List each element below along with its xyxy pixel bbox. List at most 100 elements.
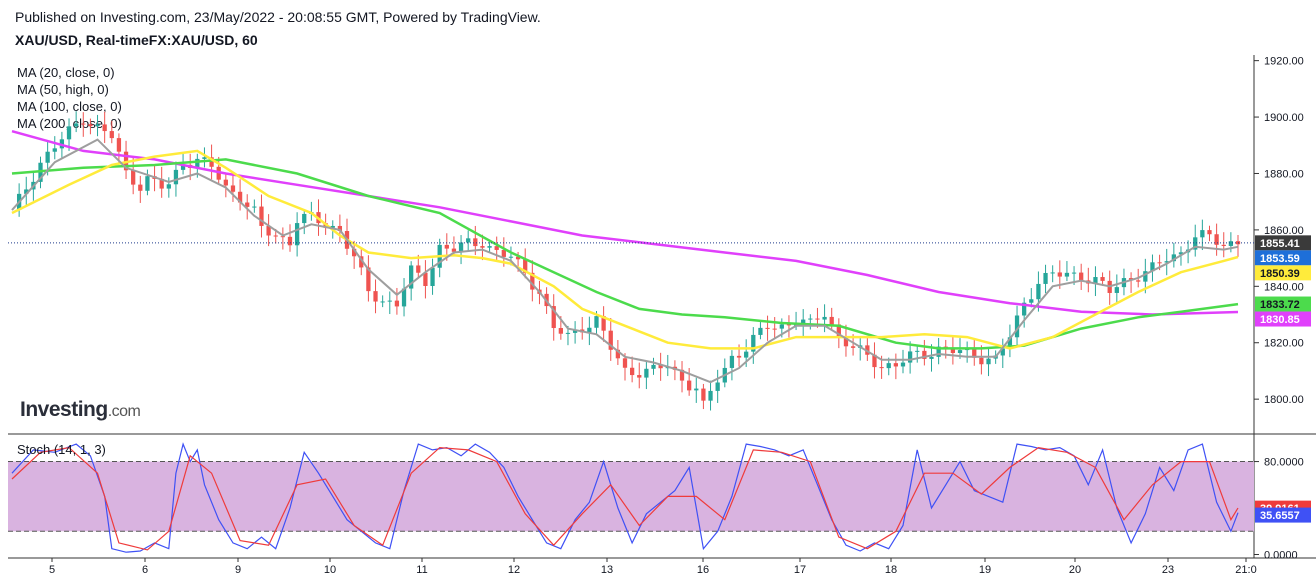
candle-body bbox=[615, 349, 621, 359]
price-tag bbox=[1255, 265, 1311, 281]
candle-body bbox=[430, 267, 435, 286]
ma200-line bbox=[11, 129, 1239, 316]
candle-body bbox=[701, 388, 706, 401]
stoch-band bbox=[8, 461, 1254, 532]
candle-body bbox=[551, 306, 556, 329]
candle-body bbox=[266, 225, 271, 236]
candle-body bbox=[166, 184, 171, 189]
candle-body bbox=[637, 375, 642, 378]
time-tick-label: 19 bbox=[979, 564, 991, 576]
candle-body bbox=[359, 256, 364, 268]
candle-body bbox=[808, 318, 813, 320]
price-tag-label: 1830.85 bbox=[1260, 314, 1300, 326]
candle-body bbox=[45, 151, 50, 163]
time-tick-label: 21:0 bbox=[1235, 564, 1256, 576]
candle-body bbox=[466, 238, 471, 243]
candle-body bbox=[565, 332, 571, 334]
investing-logo: Investing.com bbox=[20, 398, 141, 422]
time-tick-label: 12 bbox=[508, 564, 520, 576]
time-tick-label: 9 bbox=[235, 564, 241, 576]
candles bbox=[16, 111, 1241, 411]
candle-body bbox=[530, 272, 535, 290]
candle-body bbox=[658, 364, 663, 369]
candle-body bbox=[1022, 302, 1027, 316]
candle-body bbox=[900, 362, 906, 367]
candle-body bbox=[1000, 348, 1005, 356]
candle-body bbox=[786, 324, 792, 326]
candle-body bbox=[644, 368, 649, 378]
candle-body bbox=[886, 363, 891, 369]
candle-body bbox=[394, 300, 400, 307]
candle-body bbox=[1221, 244, 1226, 246]
candle-body bbox=[259, 206, 264, 226]
candle-body bbox=[1207, 230, 1212, 235]
stochD-line bbox=[11, 446, 1239, 551]
candle-body bbox=[694, 388, 699, 391]
candle-body bbox=[729, 355, 735, 368]
published-info: Published on Investing.com, 23/May/2022 … bbox=[15, 9, 541, 25]
legend-ma100[interactable]: MA (100, close, 0) bbox=[17, 99, 122, 114]
stoch-tick-label: 80.0000 bbox=[1264, 457, 1304, 469]
candle-body bbox=[523, 259, 528, 273]
price-tag bbox=[1255, 296, 1311, 312]
candle-body bbox=[915, 350, 920, 352]
candle-body bbox=[829, 316, 834, 325]
candle-body bbox=[1200, 230, 1205, 238]
candle-body bbox=[294, 223, 300, 246]
time-tick-label: 16 bbox=[697, 564, 709, 576]
logo-brand: Investing bbox=[20, 398, 108, 421]
price-tick-label: 1900.00 bbox=[1264, 112, 1304, 124]
price-tag-label: 1853.59 bbox=[1260, 253, 1300, 265]
candle-body bbox=[1157, 262, 1162, 264]
candle-body bbox=[558, 328, 563, 334]
logo-domain: .com bbox=[107, 403, 141, 420]
candle-body bbox=[587, 327, 592, 333]
candle-body bbox=[1136, 280, 1141, 282]
candle-body bbox=[1057, 272, 1062, 277]
time-tick-label: 17 bbox=[794, 564, 806, 576]
candle-body bbox=[480, 246, 485, 248]
time-tick-label: 6 bbox=[142, 564, 148, 576]
price-tick-label: 1840.00 bbox=[1264, 281, 1304, 293]
candle-body bbox=[230, 185, 236, 192]
candle-body bbox=[423, 272, 428, 286]
candle-body bbox=[66, 126, 72, 140]
candle-body bbox=[102, 124, 107, 132]
price-tag-label: 1850.39 bbox=[1260, 268, 1300, 280]
price-tick-label: 1920.00 bbox=[1264, 56, 1304, 68]
candle-body bbox=[273, 235, 278, 237]
candle-body bbox=[95, 124, 100, 127]
candle-body bbox=[1079, 272, 1084, 281]
candle-body bbox=[1071, 272, 1077, 274]
candle-body bbox=[145, 176, 150, 191]
candle-body bbox=[380, 301, 385, 303]
candle-body bbox=[872, 354, 877, 368]
legend-ma50[interactable]: MA (50, high, 0) bbox=[17, 82, 109, 97]
candle-body bbox=[1178, 252, 1184, 255]
legend-ma20[interactable]: MA (20, close, 0) bbox=[17, 65, 115, 80]
candle-body bbox=[373, 291, 378, 302]
candle-body bbox=[843, 336, 849, 347]
time-tick-label: 18 bbox=[885, 564, 897, 576]
candle-body bbox=[1171, 254, 1176, 262]
time-tick-label: 11 bbox=[416, 564, 427, 576]
candle-body bbox=[744, 351, 749, 358]
candle-body bbox=[451, 248, 457, 252]
time-tick-label: 10 bbox=[324, 564, 336, 576]
candle-body bbox=[815, 318, 820, 320]
price-tag bbox=[1255, 311, 1311, 327]
candle-body bbox=[159, 178, 164, 189]
candle-body bbox=[929, 356, 934, 359]
candle-body bbox=[366, 267, 371, 292]
price-tag bbox=[1255, 250, 1311, 266]
candle-body bbox=[1093, 277, 1098, 284]
candle-body bbox=[88, 124, 93, 127]
candle-body bbox=[1193, 237, 1198, 250]
candle-body bbox=[515, 256, 521, 260]
candle-body bbox=[922, 350, 927, 359]
candle-body bbox=[765, 327, 770, 329]
candle-body bbox=[572, 329, 578, 333]
symbol-title: XAU/USD, Real-timeFX:XAU/USD, 60 bbox=[15, 32, 258, 48]
candle-body bbox=[223, 179, 228, 186]
